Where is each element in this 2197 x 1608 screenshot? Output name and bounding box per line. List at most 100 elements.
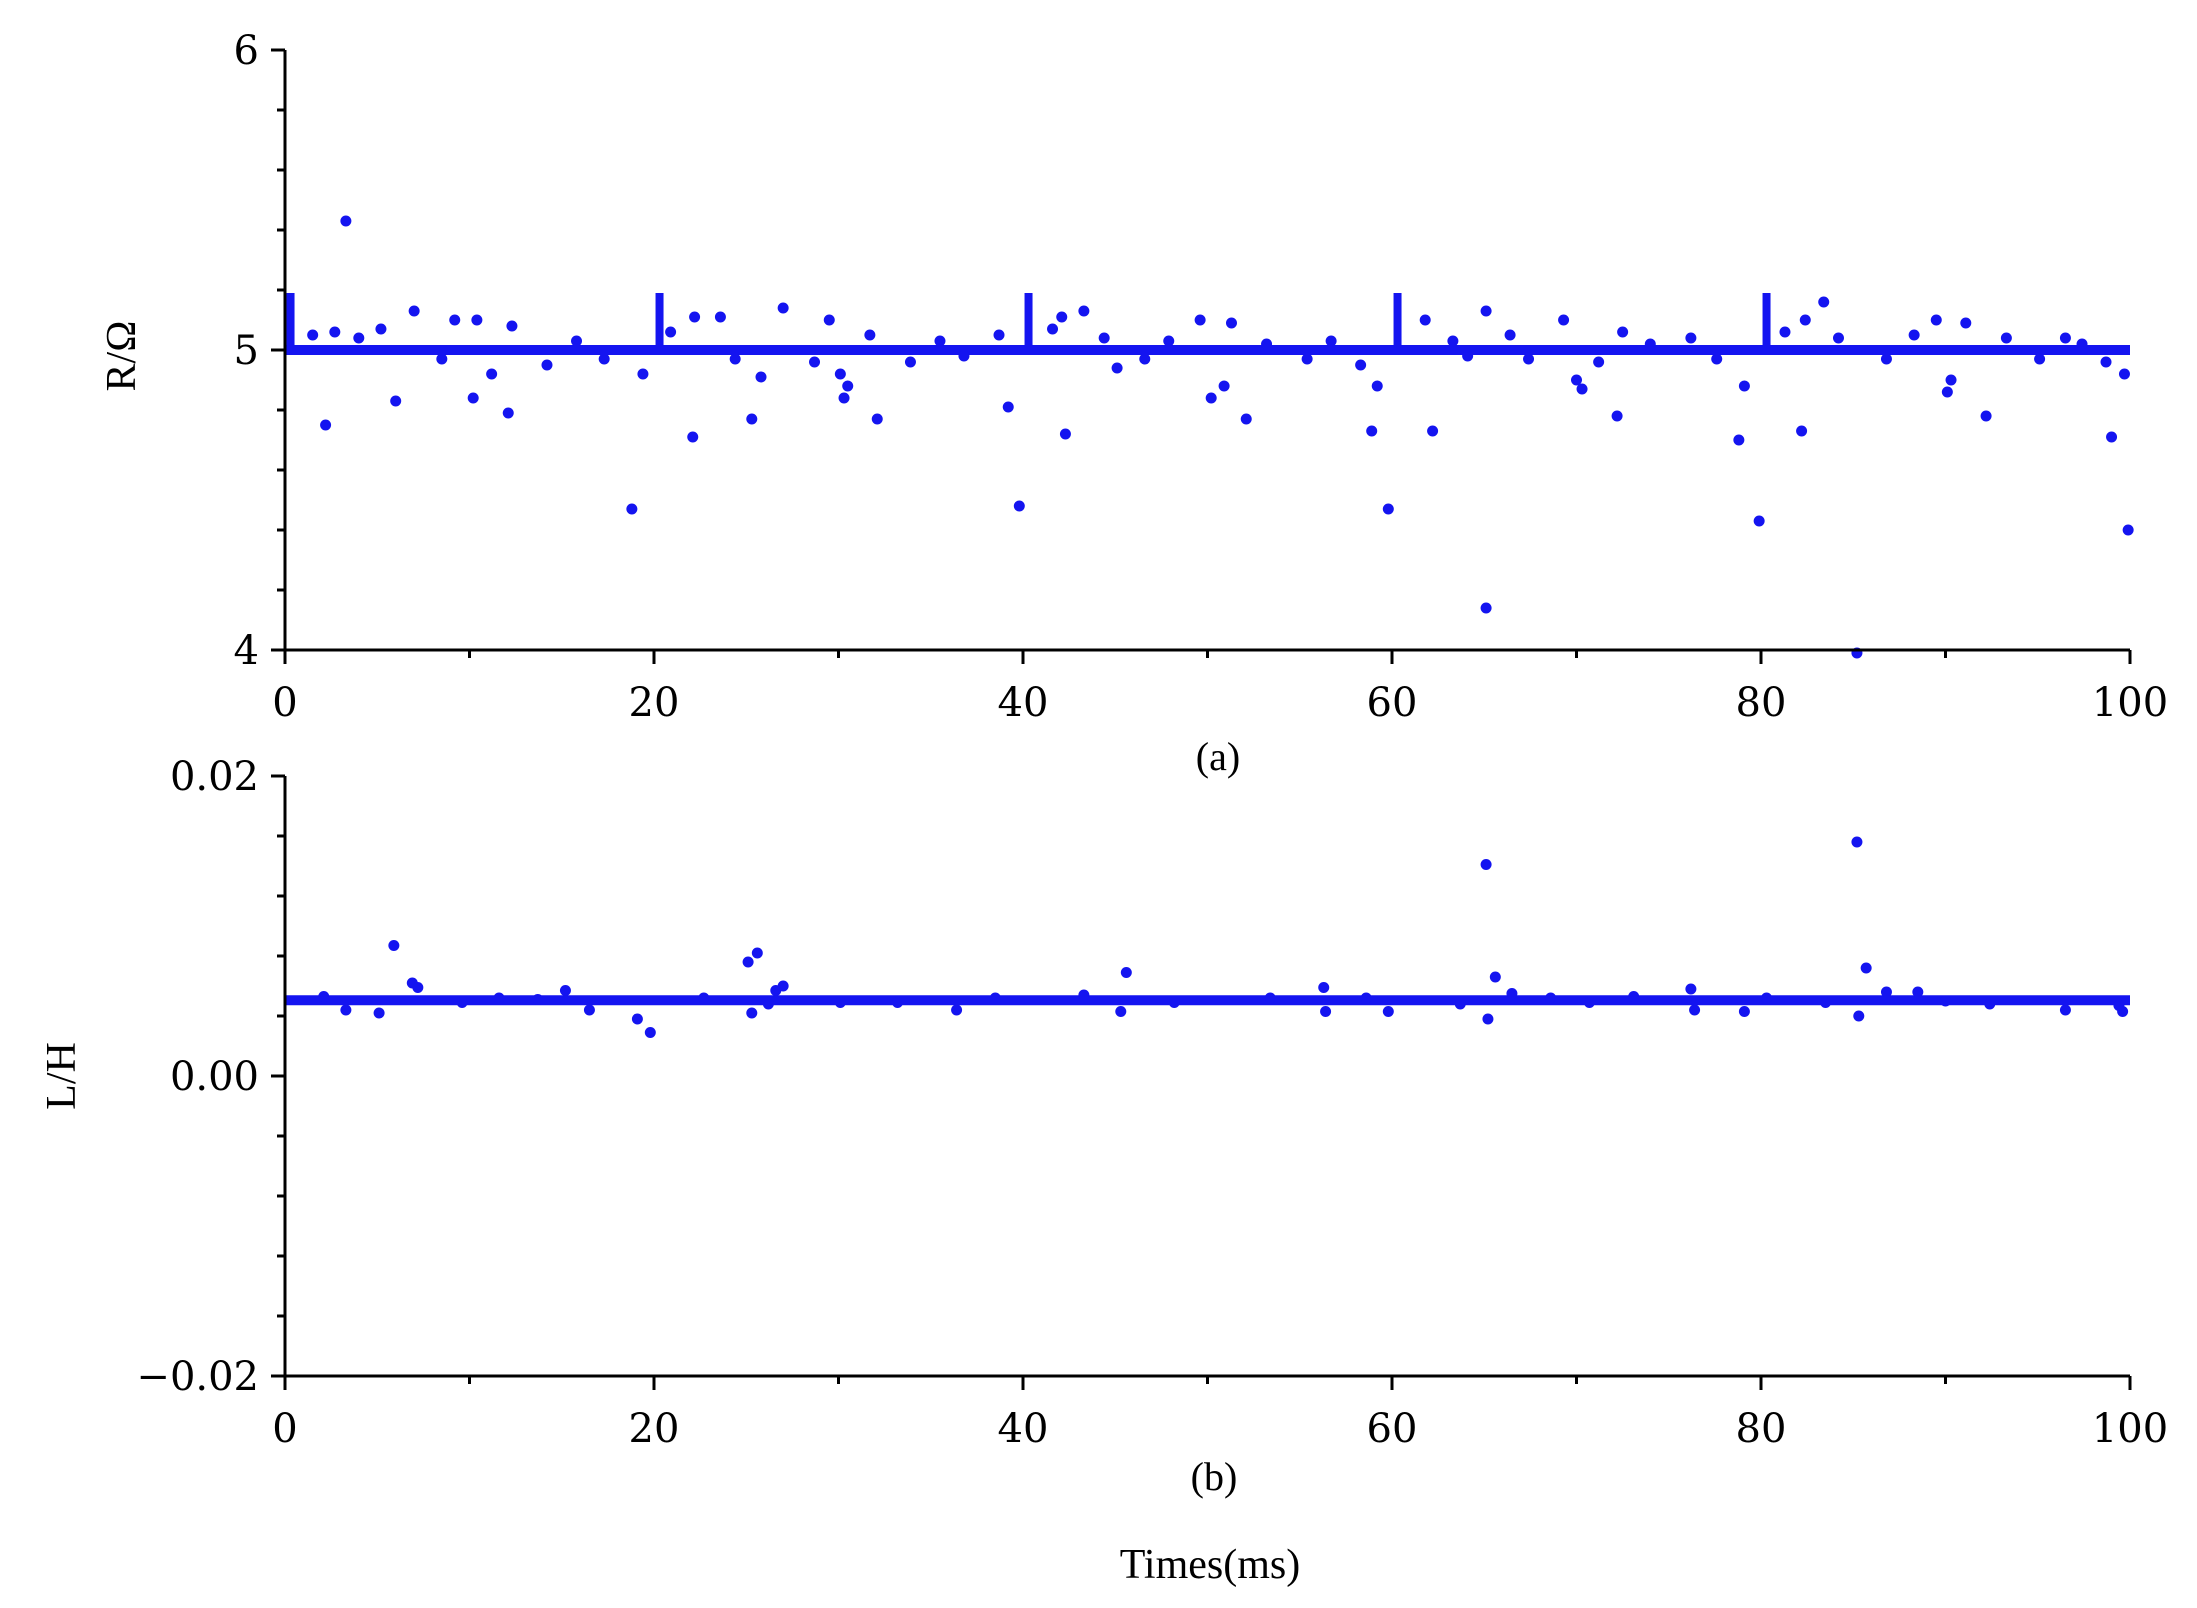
panel-b-data-point: [1078, 989, 1090, 1001]
panel-b-data-point: [1984, 998, 1996, 1010]
panel-a-data-point: [1504, 329, 1516, 341]
panel-a-data-point: [842, 380, 854, 392]
panel-a-data-point: [375, 323, 387, 335]
panel-a-data-point: [449, 314, 461, 326]
panel-b-data-point: [1912, 986, 1924, 998]
panel-a-data-point: [1779, 326, 1791, 338]
panel-b-data-point: [1583, 997, 1595, 1008]
panel-a-data-point: [1301, 353, 1313, 365]
panel-a-data-point: [1225, 317, 1237, 329]
panel-b-x-tick-label: 100: [2092, 1406, 2168, 1452]
panel-b-data-point: [892, 997, 904, 1008]
panel-a-data-point: [1796, 425, 1808, 437]
panel-b-data-point: [770, 985, 782, 996]
panel-b-data-point: [1940, 995, 1951, 1007]
panel-b-data-point: [1860, 962, 1872, 974]
panel-a-data-point: [993, 329, 1005, 341]
panel-a-data-point: [1832, 332, 1844, 344]
panel-b-label: (b): [1191, 1454, 1238, 1499]
panel-a-x-tick-label: 20: [629, 680, 680, 726]
panel-b-ticks: 0 20 40 60 80 100 −0.02 0.00 0.02: [136, 754, 2168, 1452]
panel-a-x-tick-label: 60: [1367, 680, 1418, 726]
panel-a-data-point: [958, 350, 970, 362]
panel-a-data-point: [755, 371, 767, 383]
panel-b-y-tick-label: 0.02: [170, 754, 259, 800]
panel-a-data-point: [307, 329, 319, 341]
panel-b-data-point: [559, 985, 571, 996]
panel-b-data-point: [1628, 991, 1640, 1002]
panel-a-data-point: [871, 413, 883, 425]
panel-a-data-point: [777, 302, 789, 314]
panel-b-data-point: [493, 992, 505, 1004]
panel-b-data-point: [834, 997, 846, 1008]
panel-a-data-point: [1930, 314, 1942, 326]
panel-b-y-axis-title: L/H: [39, 1042, 85, 1110]
panel-b-data-point: [1320, 1006, 1332, 1017]
panel-a-data-point: [1261, 338, 1273, 350]
panel-a-data-point: [1447, 335, 1459, 347]
panel-a-x-tick-label: 40: [998, 680, 1049, 726]
panel-a-data-point: [1139, 353, 1151, 365]
panel-a-data-point: [2000, 332, 2012, 344]
panel-a-data-point: [1355, 359, 1367, 371]
panel-b-data-point: [742, 956, 754, 968]
panel-b-data-point: [1880, 986, 1892, 998]
panel-a-data-point: [1218, 380, 1230, 392]
panel-a-points: [307, 215, 2134, 659]
panel-a-data-point: [2100, 356, 2112, 368]
panel-a-ticks: 0 20 40 60 80 100 4 5 6: [234, 28, 2169, 726]
panel-a-data-point: [1571, 374, 1582, 386]
panel-b-data-point: [1482, 1013, 1494, 1025]
panel-b-data-point: [2059, 1004, 2071, 1016]
panel-a-data-point: [436, 353, 448, 365]
panel-a-data-point: [2059, 332, 2071, 344]
panel-a-data-point: [1880, 353, 1892, 365]
panel-b-data-point: [951, 1004, 963, 1016]
panel-a-x-tick-label: 80: [1736, 680, 1787, 726]
panel-b-data-point: [1761, 992, 1773, 1004]
panel-b-data-point: [698, 992, 710, 1004]
panel-b-data-point: [1689, 1004, 1701, 1016]
panel-a-data-point: [1733, 434, 1745, 446]
panel-a-data-point: [1194, 314, 1206, 326]
panel-b-x-tick-label: 60: [1367, 1406, 1418, 1452]
panel-a-data-point: [1558, 314, 1570, 326]
panel-a-data-point: [506, 320, 518, 332]
panel-a-data-point: [626, 503, 638, 515]
panel-a-data-point: [598, 353, 610, 365]
panel-a-data-point: [1371, 380, 1383, 392]
panel-a-data-point: [467, 392, 479, 404]
panel-a-data-point: [1617, 326, 1629, 338]
panel-a-y-tick-label: 6: [234, 28, 259, 74]
panel-b-y-tick-label: 0.00: [170, 1054, 259, 1100]
panel-a-data-point: [1366, 425, 1378, 437]
panel-a-data-point: [486, 368, 498, 380]
panel-a-data-point: [1098, 332, 1110, 344]
panel-b-data-point: [644, 1027, 656, 1038]
panel-a-data-point: [1480, 602, 1492, 614]
panel-a-data-point: [1480, 305, 1492, 317]
panel-a-data-point: [1945, 374, 1957, 386]
panel-a-data-point: [1427, 425, 1439, 437]
x-axis-title: Times(ms): [1120, 1542, 1301, 1588]
panel-b-data-point: [532, 994, 544, 1005]
panel-a-data-point: [934, 335, 946, 347]
panel-a-data-point: [1941, 386, 1953, 398]
panel-b-data-point: [1454, 998, 1466, 1010]
panel-a-data-point: [1205, 392, 1217, 404]
panel-a-data-point: [729, 353, 741, 365]
panel-b-x-tick-label: 20: [629, 1406, 680, 1452]
panel-a-data-point: [1013, 500, 1025, 512]
panel-a-data-point: [1382, 503, 1394, 515]
panel-a-data-point: [1002, 401, 1014, 413]
panel-a-data-point: [1163, 335, 1175, 347]
panel-b-data-point: [1853, 1010, 1865, 1022]
panel-b-data-point: [1820, 997, 1832, 1008]
panel-a-data-point: [408, 305, 420, 317]
panel-b-data-point: [1168, 997, 1180, 1008]
panel-b-data-point: [388, 940, 400, 951]
panel-a-data-point: [637, 368, 649, 380]
panel-a-baseline: [285, 293, 2130, 355]
panel-a-data-point: [689, 311, 701, 323]
